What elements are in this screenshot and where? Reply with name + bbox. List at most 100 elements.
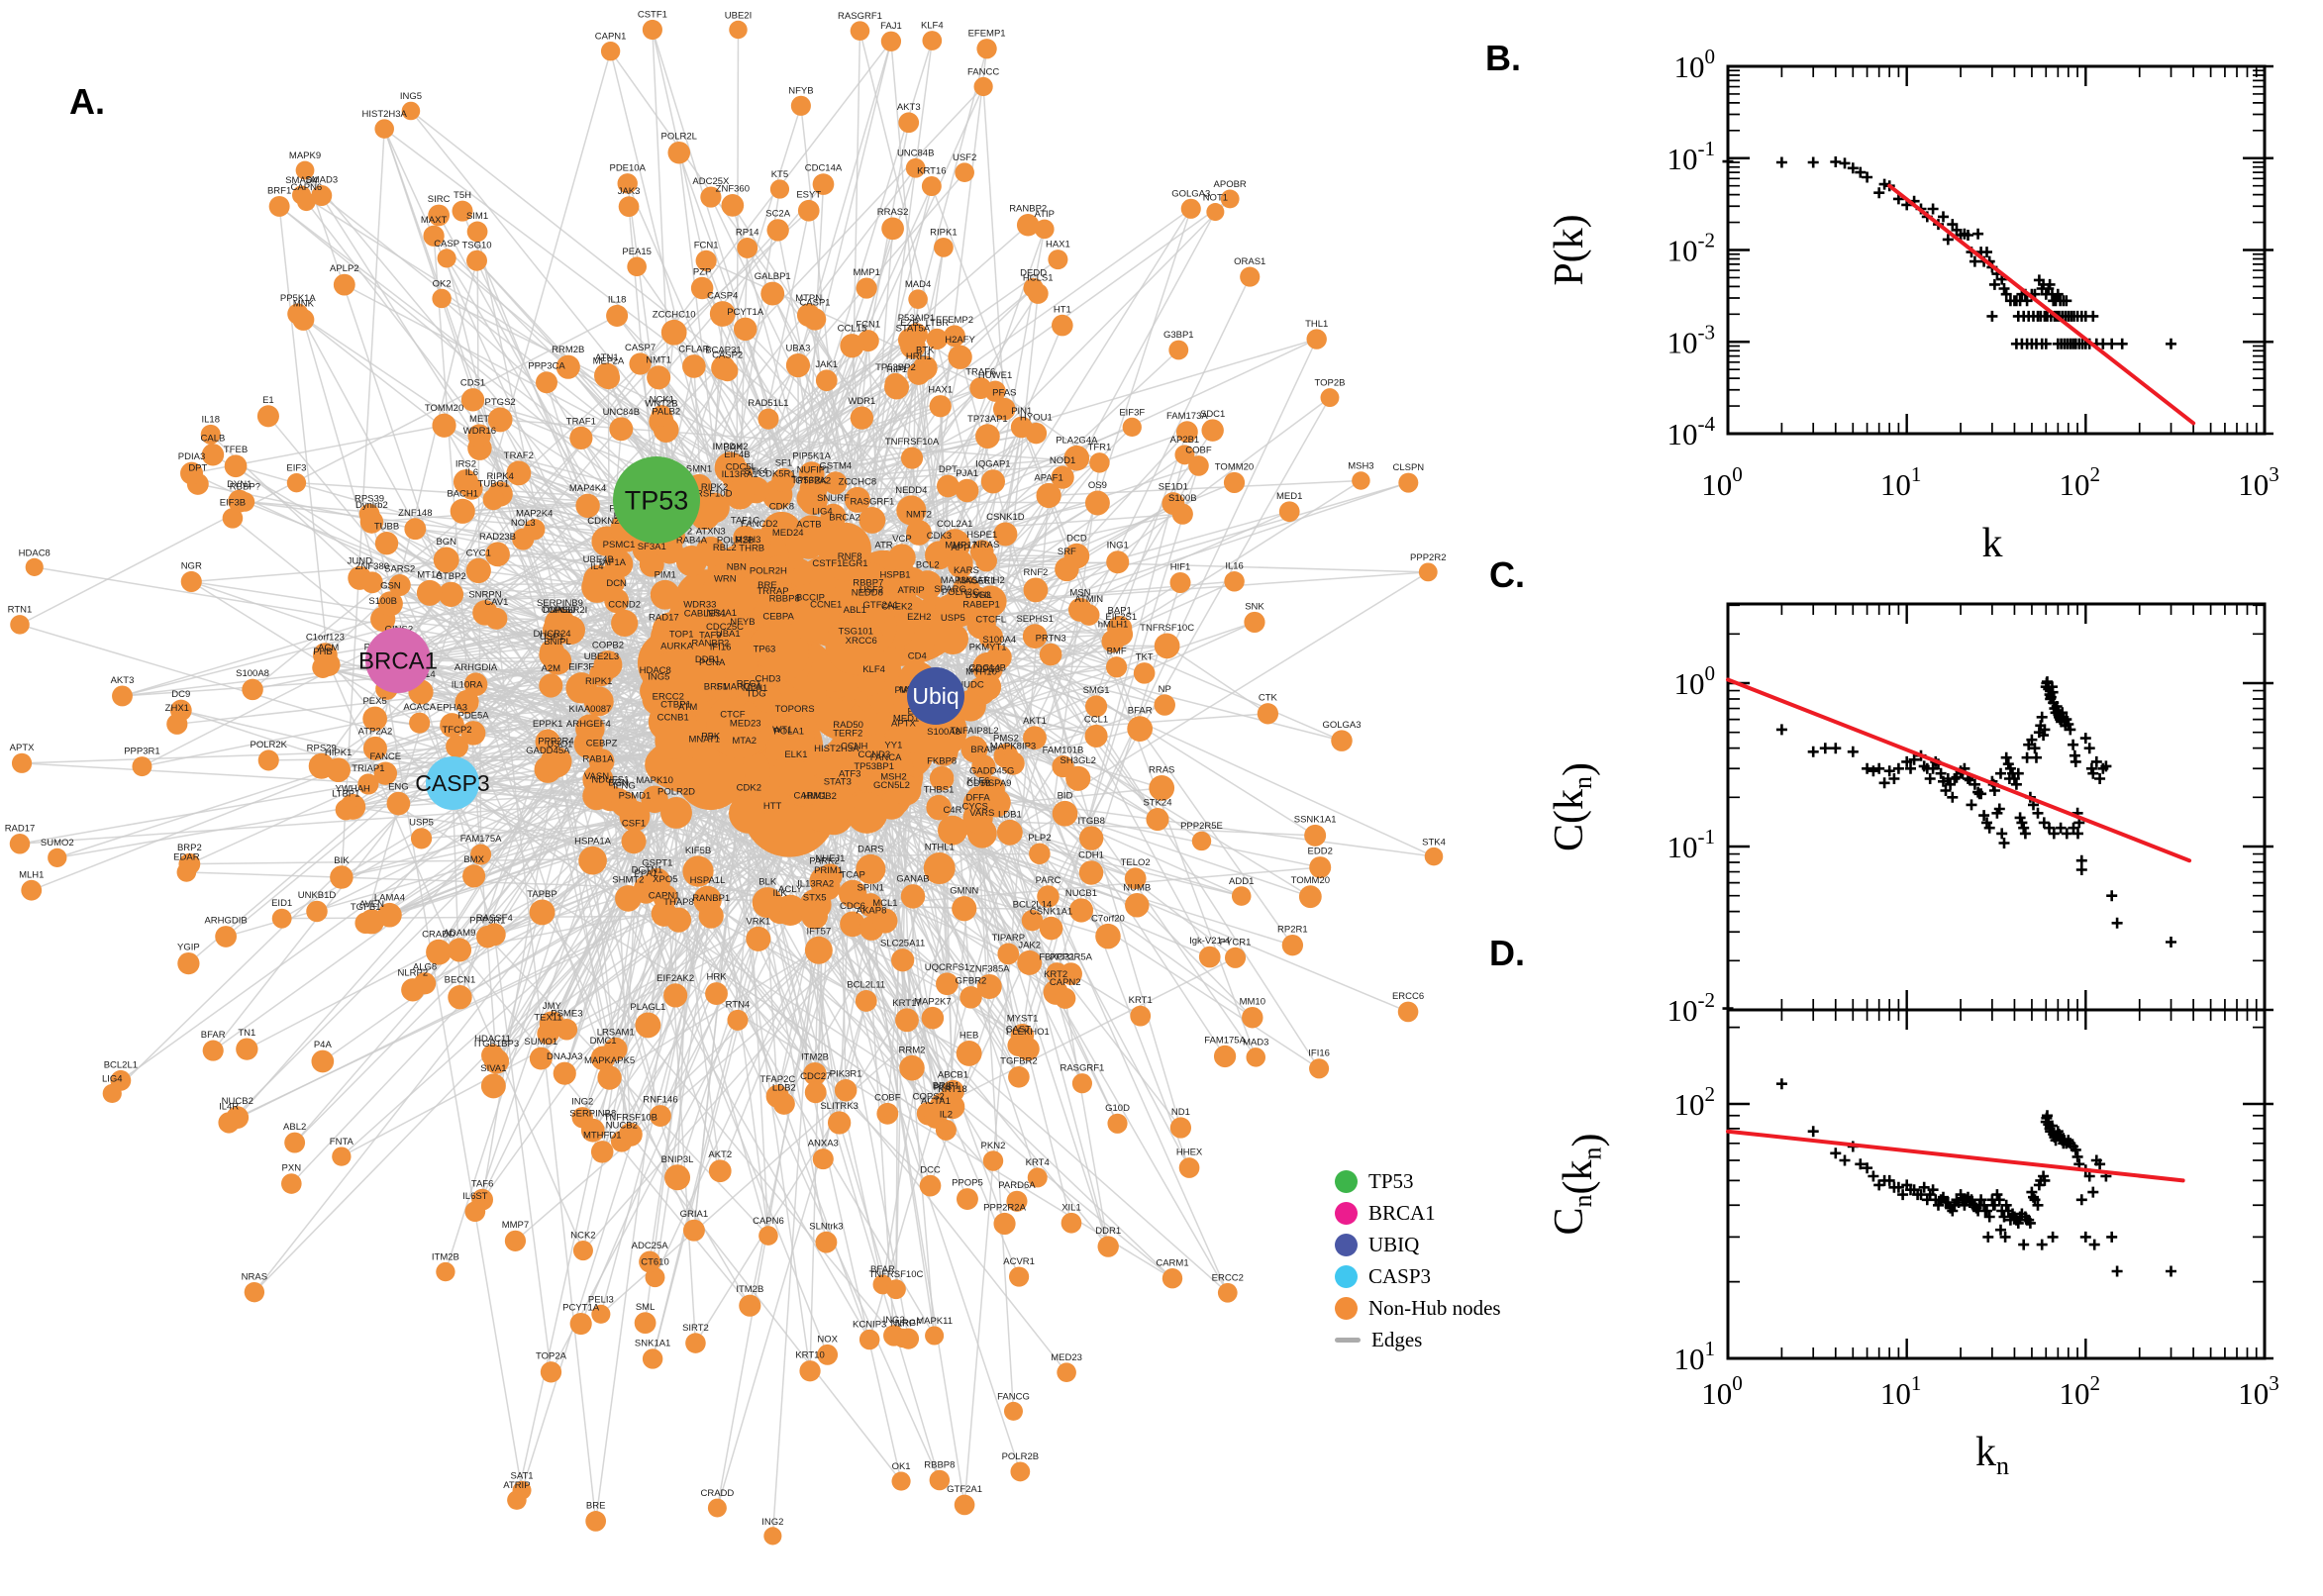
svg-text:TFCP2: TFCP2 [443, 725, 472, 736]
svg-text:103: 103 [2238, 1371, 2279, 1411]
svg-text:ITM2B: ITM2B [736, 1284, 763, 1295]
svg-text:TNFRSF10D: TNFRSF10D [678, 488, 733, 499]
svg-text:SIRC: SIRC [428, 194, 451, 205]
svg-text:SHMT2: SHMT2 [612, 875, 644, 886]
svg-text:CHD3: CHD3 [756, 673, 781, 684]
svg-text:SH3GL2: SH3GL2 [1060, 755, 1096, 766]
svg-text:HSPA1A: HSPA1A [574, 836, 611, 847]
svg-text:BCAP31: BCAP31 [705, 346, 741, 356]
svg-text:DPT: DPT [939, 464, 958, 475]
svg-text:P(k): P(k) [1547, 214, 1592, 285]
svg-text:DEDD: DEDD [1020, 267, 1047, 278]
svg-text:ATMIN: ATMIN [1074, 594, 1103, 605]
svg-text:CSNK1A1: CSNK1A1 [1030, 906, 1072, 917]
svg-text:OK2: OK2 [433, 278, 452, 289]
panel-c-label: C. [1489, 554, 1525, 595]
svg-text:NOX: NOX [817, 1334, 838, 1345]
svg-text:H2AFY: H2AFY [945, 335, 975, 346]
svg-text:CTCF: CTCF [720, 710, 746, 721]
svg-text:PPP3CA: PPP3CA [528, 361, 565, 372]
svg-text:CASP3: CASP3 [415, 770, 489, 796]
svg-text:PBK: PBK [701, 731, 721, 742]
panel-b-label: B. [1485, 38, 1521, 78]
svg-text:CASP4: CASP4 [707, 291, 738, 302]
svg-text:RIPK4: RIPK4 [486, 471, 513, 482]
svg-text:XIL1: XIL1 [1061, 1202, 1081, 1213]
svg-text:PMS2: PMS2 [993, 734, 1019, 745]
svg-text:HDAC11: HDAC11 [474, 1034, 511, 1045]
svg-text:KARS: KARS [954, 565, 979, 576]
svg-text:KLF4: KLF4 [921, 21, 944, 32]
svg-text:HTT: HTT [763, 801, 782, 812]
svg-text:POLR2L: POLR2L [661, 131, 697, 142]
svg-text:IL13RA2: IL13RA2 [797, 878, 834, 889]
svg-text:ADD1: ADD1 [1229, 876, 1254, 887]
svg-text:TP53RK: TP53RK [791, 475, 828, 486]
svg-text:NCK2: NCK2 [570, 1231, 595, 1242]
svg-text:RRAS: RRAS [1149, 765, 1174, 776]
svg-text:TRRAP: TRRAP [757, 586, 788, 597]
svg-text:PARK2: PARK2 [809, 855, 839, 866]
svg-text:SML: SML [636, 1302, 656, 1313]
svg-text:NOD1: NOD1 [1050, 455, 1075, 466]
svg-text:TNFRSF10B: TNFRSF10B [604, 1112, 657, 1123]
svg-text:TOP2A: TOP2A [536, 1351, 567, 1362]
svg-text:FAM173A: FAM173A [1166, 411, 1208, 422]
svg-text:PRIM1: PRIM1 [814, 865, 843, 876]
svg-text:TFAP2C: TFAP2C [759, 1074, 795, 1085]
svg-text:THBS1: THBS1 [924, 784, 955, 795]
svg-text:101: 101 [1880, 462, 1922, 502]
svg-text:WDR1: WDR1 [848, 396, 875, 407]
svg-text:COL2A1: COL2A1 [937, 519, 972, 530]
svg-text:RNF2: RNF2 [1024, 567, 1049, 578]
svg-text:100: 100 [1673, 45, 1715, 84]
svg-text:WDR33: WDR33 [683, 600, 716, 611]
svg-text:MAPK10: MAPK10 [636, 775, 673, 786]
svg-text:PIM1: PIM1 [655, 569, 676, 580]
svg-text:RFC1: RFC1 [737, 678, 761, 689]
svg-text:MAPK8IP3: MAPK8IP3 [990, 742, 1036, 752]
svg-text:THAP8: THAP8 [663, 897, 694, 908]
svg-text:PPP2R4: PPP2R4 [538, 736, 573, 747]
svg-text:MYH10: MYH10 [965, 666, 997, 677]
svg-text:PCYT1A: PCYT1A [727, 307, 764, 318]
svg-text:NCK1: NCK1 [650, 395, 674, 406]
svg-text:CARM1: CARM1 [793, 791, 826, 802]
svg-text:LAMA4: LAMA4 [374, 892, 405, 903]
svg-text:MSH3: MSH3 [735, 535, 760, 546]
svg-text:SMAD4: SMAD4 [285, 175, 318, 186]
svg-text:ABL1: ABL1 [844, 605, 866, 616]
svg-text:ACM: ACM [318, 643, 339, 653]
svg-text:EIF3F: EIF3F [568, 662, 594, 673]
svg-text:HMGB2: HMGB2 [803, 791, 837, 802]
svg-text:TP53BP1: TP53BP1 [854, 761, 894, 772]
svg-text:ELK1: ELK1 [784, 749, 807, 760]
svg-text:NUFIP1: NUFIP1 [797, 464, 831, 475]
svg-text:EID1: EID1 [271, 898, 292, 909]
svg-text:C(kn): C(kn) [1547, 762, 1601, 851]
svg-text:EIF4B: EIF4B [724, 449, 750, 460]
svg-text:PIP5K1A: PIP5K1A [792, 451, 831, 462]
svg-text:JUND: JUND [348, 555, 372, 566]
svg-text:AP2B1: AP2B1 [1170, 435, 1200, 446]
svg-text:FANCE: FANCE [369, 751, 401, 762]
svg-text:COPS3: COPS3 [968, 664, 1000, 675]
svg-text:ESYT: ESYT [796, 189, 821, 200]
svg-text:BMF: BMF [1107, 647, 1127, 657]
svg-text:IL10RA: IL10RA [452, 679, 483, 690]
svg-text:RASGRF1: RASGRF1 [1060, 1063, 1104, 1074]
svg-text:CTK: CTK [1259, 693, 1278, 704]
svg-text:MAPK9: MAPK9 [289, 150, 321, 161]
svg-text:CDKN2A: CDKN2A [587, 516, 626, 527]
legend-item-brca1: BRCA1 [1335, 1201, 1501, 1225]
svg-text:PLP2: PLP2 [1028, 833, 1051, 844]
svg-text:PPOP5: PPOP5 [952, 1178, 983, 1189]
svg-text:BAP1: BAP1 [1108, 605, 1132, 616]
svg-text:RIPK1: RIPK1 [930, 228, 957, 239]
svg-text:TNFRSF10C: TNFRSF10C [1140, 623, 1194, 634]
svg-text:MED1: MED1 [1276, 491, 1302, 502]
panel-a-label: A. [69, 81, 105, 122]
svg-text:GMNN: GMNN [950, 886, 978, 897]
svg-text:GTF2A1: GTF2A1 [863, 600, 899, 611]
svg-text:UNC84B: UNC84B [897, 148, 935, 158]
